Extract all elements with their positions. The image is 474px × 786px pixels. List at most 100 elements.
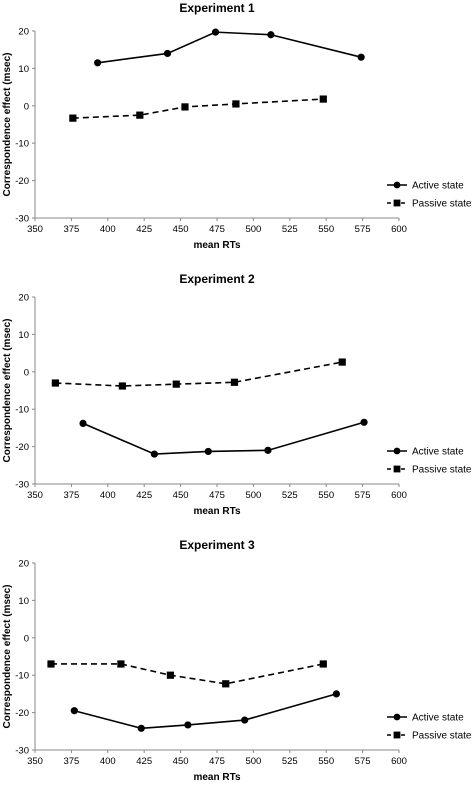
x-tick-label: 375 (63, 224, 79, 235)
data-point (241, 716, 249, 724)
legend-label: Passive state (412, 199, 472, 210)
data-point (319, 660, 327, 668)
data-point (70, 707, 78, 715)
y-tick-label: -30 (15, 214, 29, 225)
data-point (204, 447, 212, 456)
data-point (166, 671, 175, 679)
x-tick-label: 450 (173, 490, 189, 501)
data-point (172, 380, 180, 388)
y-axis-label: Correspondence effect (msec) (2, 585, 13, 729)
legend-marker (393, 731, 401, 739)
y-axis-label: Correspondence effect (msec) (2, 319, 13, 463)
data-point (211, 28, 220, 36)
y-axis-label: Correspondence effect (msec) (2, 53, 13, 197)
x-tick-label: 400 (100, 224, 116, 235)
data-point (230, 378, 239, 386)
y-tick-label: 10 (18, 64, 29, 75)
legend: Active state Passive state (387, 181, 472, 210)
y-tick-label: 10 (18, 596, 29, 607)
chart-title: Experiment 2 (179, 272, 255, 286)
x-tick-label: 450 (173, 224, 189, 235)
x-tick-label: 500 (245, 490, 261, 501)
series-line (55, 361, 343, 387)
legend: Active state Passive state (387, 713, 472, 742)
data-point (360, 418, 368, 426)
x-tick-label: 450 (173, 756, 189, 767)
series-passive-state (69, 95, 327, 122)
series-line (72, 98, 324, 119)
data-point (264, 446, 272, 454)
x-tick-label: 525 (282, 224, 298, 235)
series-active-state (70, 690, 340, 732)
x-tick-label: 400 (100, 490, 116, 501)
y-tick-label: -20 (15, 176, 29, 187)
series-line (74, 693, 337, 730)
data-point (136, 111, 144, 119)
legend-label: Passive state (412, 731, 472, 742)
legend: Active state Passive state (387, 447, 472, 476)
x-tick-label: 350 (27, 490, 43, 501)
series-active-state (79, 418, 368, 458)
data-point (267, 31, 275, 39)
legend-label: Active state (412, 713, 464, 724)
y-tick-label: 10 (18, 330, 29, 341)
x-tick-label: 350 (27, 756, 43, 767)
x-tick-label: 600 (391, 490, 407, 501)
data-point (338, 358, 346, 366)
x-tick-label: 575 (355, 756, 371, 767)
legend-marker (393, 199, 401, 207)
x-tick-label: 550 (318, 224, 334, 235)
data-point (118, 382, 126, 390)
legend-label: Active state (412, 447, 464, 458)
data-point (150, 450, 158, 458)
x-tick-label: 500 (245, 224, 261, 235)
series-line (97, 31, 362, 64)
x-tick-label: 500 (245, 756, 261, 767)
x-tick-label: 375 (63, 756, 79, 767)
y-tick-label: -20 (15, 442, 29, 453)
data-point (117, 660, 125, 668)
series-line (51, 663, 324, 685)
data-point (79, 419, 87, 428)
x-tick-label: 575 (355, 490, 371, 501)
x-tick-label: 550 (318, 490, 334, 501)
y-tick-label: -30 (15, 746, 29, 757)
x-axis-label: mean RTs (193, 772, 240, 783)
data-point (51, 379, 59, 387)
data-point (163, 49, 172, 58)
x-tick-label: 425 (136, 224, 152, 235)
y-tick-label: 20 (18, 27, 29, 38)
chart-title: Experiment 1 (179, 1, 255, 15)
x-tick-label: 525 (282, 490, 298, 501)
x-axis-label: mean RTs (193, 506, 240, 517)
legend-marker (393, 181, 401, 189)
x-tick-label: 475 (209, 490, 225, 501)
data-point (184, 721, 192, 729)
y-tick-label: -10 (15, 671, 29, 682)
x-tick-label: 350 (27, 224, 43, 235)
x-tick-label: 475 (209, 756, 225, 767)
x-tick-label: 600 (391, 756, 407, 767)
series-passive-state (47, 660, 327, 688)
data-point (332, 690, 340, 698)
legend-marker (393, 713, 401, 721)
y-tick-label: -30 (15, 480, 29, 491)
chart-title: Experiment 3 (179, 538, 255, 552)
data-point (357, 53, 365, 61)
x-tick-label: 525 (282, 756, 298, 767)
data-point (69, 114, 77, 122)
data-point (222, 680, 230, 688)
series-active-state (94, 28, 365, 67)
y-tick-label: 0 (24, 367, 29, 378)
x-tick-label: 550 (318, 756, 334, 767)
legend-label: Passive state (412, 465, 472, 476)
y-tick-label: 20 (18, 293, 29, 304)
y-tick-label: 0 (24, 101, 29, 112)
data-point (181, 103, 189, 111)
y-tick-label: -10 (15, 139, 29, 150)
data-point (47, 660, 55, 668)
x-tick-label: 425 (136, 756, 152, 767)
